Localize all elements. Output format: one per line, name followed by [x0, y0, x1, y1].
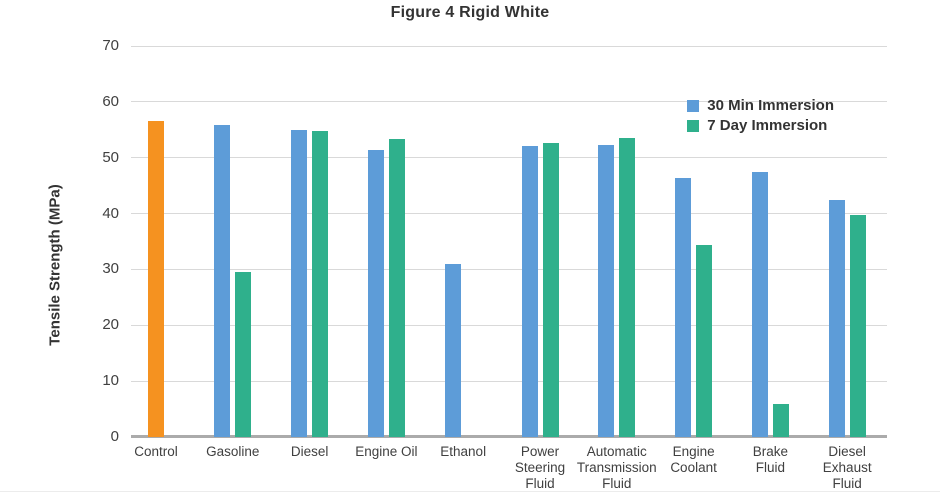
- x-label-diesel: Diesel: [290, 444, 329, 459]
- x-label-ethanol: Ethanol: [440, 444, 487, 459]
- bar-engine-coolant-30min: [675, 178, 692, 437]
- gridline-40: [131, 213, 887, 215]
- x-label-gasoline: Gasoline: [206, 444, 260, 459]
- bar-automatic-transmission-fluid-30min: [598, 144, 615, 437]
- bar-gasoline-30min: [214, 125, 231, 437]
- y-tick-70: 70: [102, 37, 119, 54]
- bar-gasoline-7day: [235, 271, 252, 437]
- bar-engine-oil-7day: [388, 138, 405, 437]
- bar-power-steering-fluid-30min: [521, 145, 538, 437]
- plot-area: 30 Min Immersion 7 Day Immersion: [131, 45, 887, 438]
- bar-control: [148, 121, 164, 437]
- gridline-30: [131, 268, 887, 270]
- bar-diesel-30min: [291, 129, 308, 437]
- x-label-diesel-exhaust-fluid: Diesel Exhaust Fluid: [822, 444, 872, 491]
- y-tick-20: 20: [102, 316, 119, 334]
- page-bottom-rule: [0, 491, 940, 492]
- legend-swatch-30min-icon: [687, 99, 700, 112]
- legend-item-7day: 7 Day Immersion: [687, 117, 827, 134]
- y-tick-30: 30: [102, 260, 119, 278]
- bar-automatic-transmission-fluid-7day: [619, 137, 636, 437]
- y-tick-10: 10: [102, 372, 119, 390]
- x-label-control: Control: [134, 444, 178, 459]
- bar-diesel-exhaust-fluid-7day: [849, 214, 866, 437]
- legend-label-30min: 30 Min Immersion: [707, 97, 834, 114]
- gridline-50: [131, 157, 887, 159]
- legend-swatch-7day-icon: [687, 119, 700, 132]
- x-label-brake-fluid: Brake Fluid: [752, 444, 789, 475]
- x-label-engine-coolant: Engine Coolant: [670, 444, 717, 475]
- gridline-70: [131, 45, 887, 47]
- gridline-10: [131, 380, 887, 382]
- bar-diesel-7day: [312, 131, 329, 437]
- x-label-automatic-transmission-fluid: Automatic Transmission Fluid: [576, 444, 657, 491]
- y-tick-40: 40: [102, 204, 119, 222]
- gridline-60: [131, 101, 887, 103]
- x-axis-line: [131, 435, 887, 438]
- legend-label-7day: 7 Day Immersion: [707, 117, 828, 134]
- bar-brake-fluid-7day: [772, 404, 789, 437]
- x-label-engine-oil: Engine Oil: [355, 444, 418, 459]
- y-tick-0: 0: [110, 428, 119, 445]
- bar-engine-oil-30min: [367, 150, 384, 437]
- x-label-power-steering-fluid: Power Steering Fluid: [514, 444, 566, 491]
- y-tick-60: 60: [102, 92, 119, 110]
- legend-item-30min: 30 Min Immersion: [687, 97, 834, 114]
- y-tick-50: 50: [102, 148, 119, 166]
- chart-title: Figure 4 Rigid White: [390, 4, 550, 21]
- legend: 30 Min Immersion 7 Day Immersion: [687, 97, 834, 134]
- bar-diesel-exhaust-fluid-30min: [828, 199, 845, 437]
- bar-ethanol-30min: [444, 264, 461, 437]
- bar-brake-fluid-30min: [751, 172, 768, 437]
- gridline-20: [131, 324, 887, 326]
- bar-engine-coolant-7day: [696, 245, 713, 437]
- bar-power-steering-fluid-7day: [542, 142, 559, 437]
